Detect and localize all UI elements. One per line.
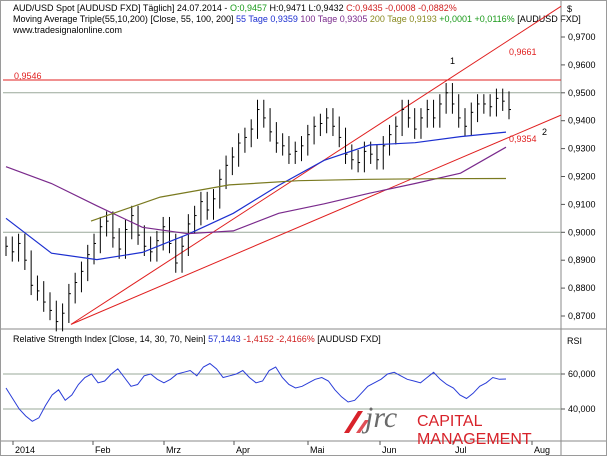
- header-high: H:0,9471: [269, 3, 307, 13]
- rsi-label: Relative Strength Index [Close, 14, 30, …: [13, 334, 206, 344]
- rsi-y-tick-label: 60,000: [568, 369, 596, 379]
- rsi-change: -1,4152 -2,4166%: [243, 334, 315, 344]
- header-open: O:0,9457: [229, 3, 267, 13]
- rsi-value: 57,1443: [208, 334, 241, 344]
- x-tick-label: Jun: [382, 445, 397, 455]
- header-low: L:0,9432: [308, 3, 344, 13]
- logo-arrow-icon: [344, 411, 369, 433]
- y-tick-label: 0,9700: [568, 32, 596, 42]
- y-tick-label: 0,9000: [568, 227, 596, 237]
- y-tick-label: 0,9300: [568, 144, 596, 154]
- y-tick-label: 0,9600: [568, 60, 596, 70]
- logo-tagline: CAPITAL MANAGEMENT: [417, 413, 532, 448]
- ma100-value: 100 Tage 0,9305: [300, 14, 368, 24]
- x-tick-label: Aug: [534, 445, 550, 455]
- y-tick-label: 0,9200: [568, 172, 596, 182]
- trendline-marker-1: 1: [450, 56, 456, 66]
- level-label-9354: 0,9354: [509, 134, 537, 144]
- ma-symbol: [AUDUSD FXD]: [517, 14, 581, 24]
- x-tick-label: 2014: [15, 445, 35, 455]
- x-tick-label: Apr: [236, 445, 250, 455]
- header-close: C:0,9435: [346, 3, 383, 13]
- website-label: www.tradesignalonline.com: [13, 25, 123, 35]
- trendline-marker-2: 2: [542, 127, 548, 137]
- logo-brand: jrc: [365, 401, 398, 434]
- rsi-line: [5, 362, 507, 422]
- y-tick-label: 0,9100: [568, 199, 596, 209]
- ma200-line: [90, 177, 507, 222]
- trendline-2: [70, 114, 562, 325]
- level-label-9546: 0,9546: [14, 71, 42, 81]
- x-tick-label: Feb: [95, 445, 111, 455]
- ma-label: Moving Average Triple(55,10,200) [Close,…: [13, 14, 234, 24]
- y-tick-label: 0,8800: [568, 283, 596, 293]
- rsi-symbol: [AUDUSD FXD]: [317, 334, 381, 344]
- ma100-line: [5, 146, 507, 235]
- currency-label: $: [567, 4, 573, 14]
- rsi-axis-label: RSI: [567, 336, 583, 346]
- y-tick-label: 0,9500: [568, 88, 596, 98]
- y-tick-label: 0,8900: [568, 255, 596, 265]
- y-tick-label: 0,9400: [568, 116, 596, 126]
- ma55-line: [5, 131, 507, 261]
- x-tick-label: Jul: [455, 445, 467, 455]
- ma55-value: 55 Tage 0,9359: [236, 14, 298, 24]
- x-tick-label: Mrz: [166, 445, 181, 455]
- jrc-logo: jrc CAPITAL MANAGEMENT: [341, 401, 561, 448]
- price-header-line: AUD/USD Spot [AUDUSD FXD] Täglich] 24.07…: [13, 3, 457, 14]
- ma-change: +0,0001 +0,0116%: [439, 14, 515, 24]
- header-change: -0,0008 -0,0882%: [385, 3, 457, 13]
- rsi-header-line: Relative Strength Index [Close, 14, 30, …: [13, 334, 381, 345]
- header-symbol: AUD/USD Spot [AUDUSD FXD]: [13, 3, 141, 13]
- y-tick-label: 0,8700: [568, 311, 596, 321]
- header-meta: Täglich] 24.07.2014 -: [142, 3, 228, 13]
- x-tick-label: Mai: [310, 445, 325, 455]
- level-label-9661: 0,9661: [509, 47, 537, 57]
- ma200-value: 200 Tage 0,9193: [369, 14, 437, 24]
- ma-header-line: Moving Average Triple(55,10,200) [Close,…: [13, 14, 581, 25]
- rsi-y-tick-label: 40,000: [568, 404, 596, 414]
